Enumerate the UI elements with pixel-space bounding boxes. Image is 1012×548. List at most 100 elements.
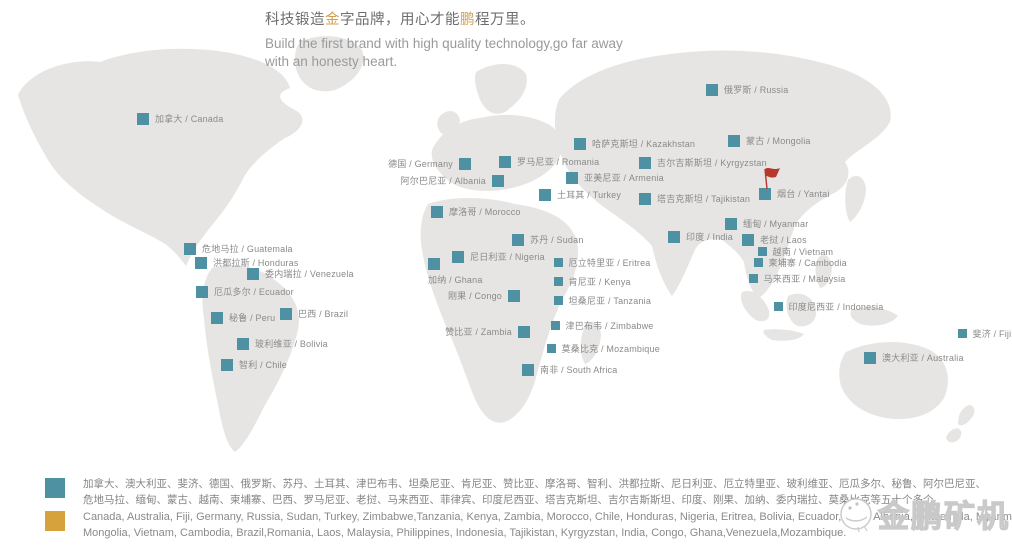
map-marker-vietnam: 越南 / Vietnam (757, 245, 834, 258)
marker-label: 亚美尼亚 / Armenia (584, 173, 664, 183)
marker-label: 罗马尼亚 / Romania (517, 157, 600, 167)
map-marker-ghana: 加纳 / Ghana (428, 258, 483, 286)
legend-en-text: Canada, Australia, Fiji, Germany, Russia… (83, 509, 1012, 541)
map-marker-russia: 俄罗斯 / Russia (706, 83, 788, 96)
marker-label: 马来西亚 / Malaysia (763, 274, 846, 284)
marker-square-icon (553, 258, 563, 267)
marker-square-icon (195, 256, 207, 269)
header: 科技锻造金字品牌，用心才能鹏程万里。 Build the first brand… (265, 10, 695, 71)
marker-square-icon (546, 344, 556, 353)
map-marker-zambia: 赞比亚 / Zambia (445, 325, 530, 338)
legend-zh-line-1: 加拿大、澳大利亚、斐济、德国、俄罗斯、苏丹、土耳其、津巴布韦、坦桑尼亚、肯尼亚、… (83, 478, 986, 490)
page-title-zh: 科技锻造金字品牌，用心才能鹏程万里。 (265, 10, 695, 30)
marker-square-icon (553, 277, 563, 286)
legend-en-line-1: Canada, Australia, Fiji, Germany, Russia… (83, 511, 1012, 523)
legend-row-zh: 加拿大、澳大利亚、斐济、德国、俄罗斯、苏丹、土耳其、津巴布韦、坦桑尼亚、肯尼亚、… (45, 476, 986, 508)
marker-label: 吉尔吉斯斯坦 / Kyrgyzstan (657, 158, 767, 168)
map-marker-laos: 老挝 / Laos (742, 233, 807, 246)
marker-square-icon (753, 258, 763, 267)
marker-label: 津巴布韦 / Zimbabwe (565, 321, 654, 331)
marker-square-icon (512, 233, 524, 246)
map-marker-turkey: 土耳其 / Turkey (539, 188, 621, 201)
marker-square-icon (492, 174, 504, 187)
marker-label: 澳大利亚 / Australia (882, 353, 964, 363)
map-marker-zimbabwe: 津巴布韦 / Zimbabwe (550, 319, 654, 332)
marker-square-icon (431, 205, 443, 218)
legend-zh-text: 加拿大、澳大利亚、斐济、德国、俄罗斯、苏丹、土耳其、津巴布韦、坦桑尼亚、肯尼亚、… (83, 476, 986, 508)
marker-label: 智利 / Chile (239, 360, 288, 370)
marker-square-icon (773, 302, 783, 311)
marker-square-icon (522, 363, 534, 376)
marker-label: 塔吉克斯坦 / Tajikistan (657, 194, 751, 204)
marker-label: 危地马拉 / Guatemala (202, 244, 293, 254)
yantai-flag-icon (764, 168, 780, 190)
legend-gold-square-icon (45, 511, 65, 531)
marker-square-icon (748, 274, 758, 283)
marker-square-icon (550, 321, 560, 330)
map-marker-myanmar: 缅甸 / Myanmar (725, 217, 808, 230)
map-marker-kyrgyzstan: 吉尔吉斯斯坦 / Kyrgyzstan (639, 156, 767, 169)
legend-teal-square-icon (45, 478, 65, 498)
marker-square-icon (499, 155, 511, 168)
map-marker-indonesia: 印度尼西亚 / Indonesia (773, 300, 884, 313)
marker-square-icon (759, 187, 771, 200)
subtitle-line-2: with an honesty heart. (265, 54, 398, 69)
marker-label: 印度尼西亚 / Indonesia (788, 302, 884, 312)
marker-square-icon (574, 137, 586, 150)
marker-label: 委内瑞拉 / Venezuela (265, 269, 354, 279)
marker-square-icon (211, 311, 223, 324)
bird-logo-icon (840, 497, 872, 532)
marker-square-icon (639, 156, 651, 169)
marker-label: 柬埔寨 / Cambodia (768, 258, 847, 268)
page-subtitle-en: Build the first brand with high quality … (265, 35, 695, 71)
legend-en-line-2: Mongolia, Vietnam, Cambodia, Brazil,Roma… (83, 527, 847, 539)
title-text: 字品牌，用心才能 (340, 12, 460, 28)
map-marker-yantai: 烟台 / Yantai (759, 187, 830, 200)
marker-label: 德国 / Germany (388, 159, 453, 169)
marker-label: 蒙古 / Mongolia (746, 136, 811, 146)
marker-label: 哈萨克斯坦 / Kazakhstan (592, 139, 696, 149)
marker-square-icon (184, 242, 196, 255)
marker-label: 摩洛哥 / Morocco (449, 207, 521, 217)
map-marker-bolivia: 玻利维亚 / Bolivia (237, 337, 328, 350)
marker-label: 阿尔巴尼亚 / Albania (400, 176, 486, 186)
map-marker-cambodia: 柬埔寨 / Cambodia (753, 256, 847, 269)
marker-square-icon (757, 247, 767, 256)
map-marker-guatemala: 危地马拉 / Guatemala (184, 242, 293, 255)
company-watermark: 金鹏矿机 (834, 491, 1010, 536)
map-marker-canada: 加拿大 / Canada (137, 112, 223, 125)
marker-label: 玻利维亚 / Bolivia (255, 339, 328, 349)
map-marker-tanzania: 坦桑尼亚 / Tanzania (553, 294, 652, 307)
title-highlight-char: 金 (325, 12, 340, 28)
marker-square-icon (428, 258, 440, 270)
marker-label: 南非 / South Africa (540, 365, 618, 375)
map-marker-nigeria: 尼日利亚 / Nigeria (452, 250, 545, 263)
map-marker-honduras: 洪都拉斯 / Honduras (195, 256, 299, 269)
map-marker-chile: 智利 / Chile (221, 358, 287, 371)
map-marker-germany: 德国 / Germany (388, 157, 471, 170)
legend-row-en: Canada, Australia, Fiji, Germany, Russia… (45, 509, 1012, 541)
map-marker-morocco: 摩洛哥 / Morocco (431, 205, 521, 218)
marker-square-icon (508, 289, 520, 302)
map-marker-eritrea: 厄立特里亚 / Eritrea (553, 256, 651, 269)
marker-label: 尼日利亚 / Nigeria (470, 252, 545, 262)
marker-label: 老挝 / Laos (760, 235, 807, 245)
map-marker-congo: 刚果 / Congo (448, 289, 520, 302)
marker-label: 肯尼亚 / Kenya (568, 277, 631, 287)
marker-square-icon (725, 217, 737, 230)
marker-label: 赞比亚 / Zambia (445, 327, 512, 337)
map-marker-peru: 秘鲁 / Peru (211, 311, 275, 324)
map-marker-romania: 罗马尼亚 / Romania (499, 155, 599, 168)
marker-label: 洪都拉斯 / Honduras (213, 258, 299, 268)
marker-square-icon (137, 112, 149, 125)
marker-square-icon (280, 307, 292, 320)
marker-label: 苏丹 / Sudan (530, 235, 584, 245)
map-marker-australia: 澳大利亚 / Australia (864, 351, 964, 364)
marker-label: 巴西 / Brazil (298, 309, 349, 319)
subtitle-line-1: Build the first brand with high quality … (265, 36, 623, 51)
marker-label: 印度 / India (686, 232, 734, 242)
marker-square-icon (247, 267, 259, 280)
map-marker-malaysia: 马来西亚 / Malaysia (748, 272, 846, 285)
marker-label: 坦桑尼亚 / Tanzania (568, 296, 652, 306)
